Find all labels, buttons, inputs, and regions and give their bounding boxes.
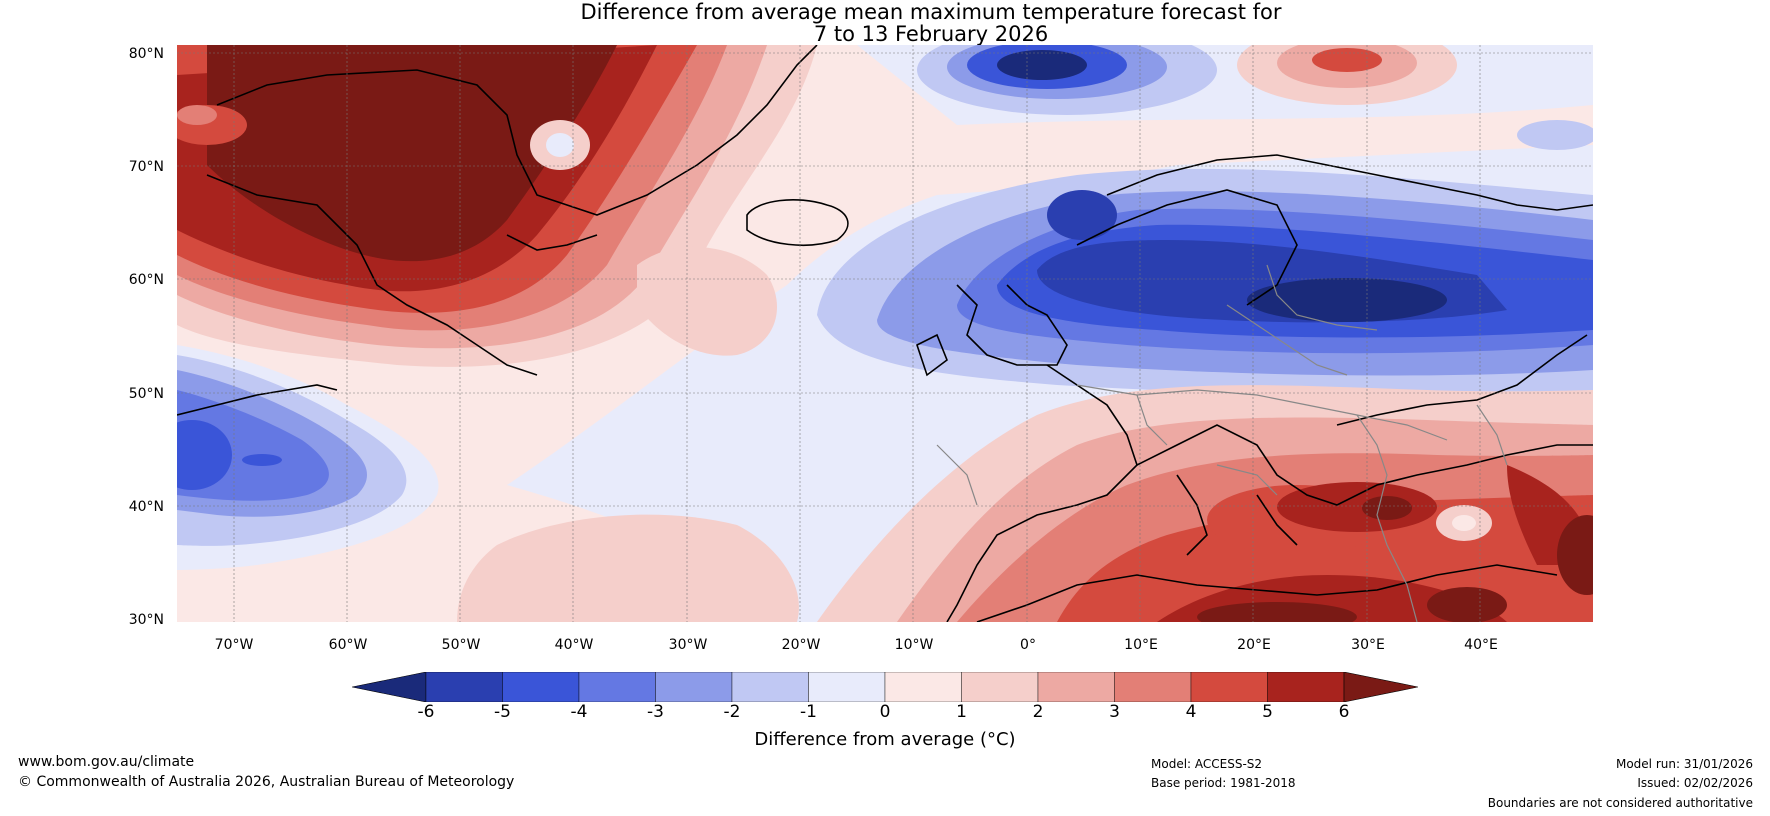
colorbar-tick-label: 3 [1109,702,1120,722]
colorbar-extension-high [1343,672,1418,702]
lat-tick-80n: 80°N [128,46,164,62]
lat-tick-50n: 50°N [128,386,164,402]
colorbar-tick-label: 0 [879,702,891,722]
lon-tick-10w: 10°W [894,637,934,653]
lon-tick-20e: 20°E [1237,637,1271,653]
lat-tick-60n: 60°N [128,272,164,288]
graticule [177,45,1593,622]
colorbar-tick-label: -4 [570,702,588,722]
lon-tick-10e: 10°E [1124,637,1158,653]
map-title-line-1: Difference from average mean maximum tem… [580,0,1282,24]
colorbar-tick-label: -6 [417,702,435,722]
colorbar-tick-label: 6 [1338,702,1350,722]
country-borders [936,264,1508,622]
footer-disclaimer: Boundaries are not considered authoritat… [1487,796,1753,810]
colorbar-segment [1114,672,1192,702]
europe-cold-anomaly [817,168,1593,396]
footer-website: www.bom.gov.au/climate [18,754,195,770]
lon-tick-50w: 50°W [441,637,481,653]
footer-base-period: Base period: 1981-2018 [1151,776,1296,790]
lon-tick-30e: 30°E [1351,637,1385,653]
colorbar-segment [808,672,886,702]
colorbar-segment [1267,672,1345,702]
lat-tick-70n: 70°N [128,159,164,175]
lon-tick-40w: 40°W [554,637,594,653]
map-title-line-2: 7 to 13 February 2026 [813,22,1049,46]
colorbar [352,672,1418,702]
colorbar-tick-label: -5 [494,702,511,722]
lon-tick-60w: 60°W [328,637,368,653]
coastlines [177,45,1593,622]
colorbar-tick-label: -3 [647,702,664,722]
colorbar-tick-label: 1 [956,702,967,722]
colorbar-segment [1037,672,1115,702]
lon-tick-20w: 20°W [781,637,821,653]
lon-tick-30w: 30°W [668,637,708,653]
colorbar-segment [578,672,656,702]
colorbar-segment [961,672,1039,702]
north-america-cold-anomaly [177,345,439,570]
colorbar-segment [502,672,580,702]
colorbar-segment [884,672,962,702]
footer-model: Model: ACCESS-S2 [1151,757,1263,771]
lon-tick-0: 0° [1020,637,1036,653]
lat-tick-40n: 40°N [128,499,164,515]
colorbar-tick-label: 5 [1262,702,1273,722]
colorbar-tick-label: -2 [723,702,741,722]
colorbar-tick-label: -1 [800,702,817,722]
colorbar-tick-label: 2 [1032,702,1044,722]
footer-copyright: © Commonwealth of Australia 2026, Austra… [18,774,515,790]
lon-tick-70w: 70°W [214,637,254,653]
colorbar-tick-label: 4 [1185,702,1197,722]
footer-model-run: Model run: 31/01/2026 [1615,757,1753,771]
colorbar-segment [425,672,503,702]
colorbar-segment [1190,672,1268,702]
lat-tick-30n: 30°N [128,612,164,628]
colorbar-extension-low [352,672,427,702]
arctic-cold-anomaly [917,45,1593,150]
svalbard-warm-anomaly [1237,45,1457,105]
colorbar-segment [731,672,809,702]
colorbar-segment [655,672,733,702]
colorbar-label: Difference from average (°C) [754,729,1016,750]
lon-tick-40e: 40°E [1464,637,1498,653]
footer-issued: Issued: 02/02/2026 [1637,776,1753,790]
temperature-anomaly-map [177,45,1593,622]
